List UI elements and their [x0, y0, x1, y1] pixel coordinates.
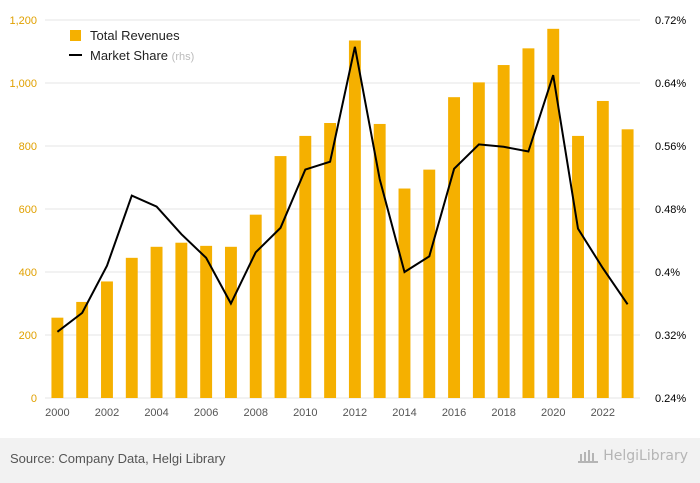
revenue-bar	[274, 156, 287, 398]
market-share-line	[56, 46, 629, 333]
revenue-bar	[348, 40, 361, 398]
y-right-tick-label: 0.32%	[655, 330, 686, 342]
helgi-library-logo[interactable]: HelgiLibrary	[577, 448, 688, 464]
revenue-bar	[373, 123, 386, 398]
y-right-tick-label: 0.4%	[655, 267, 680, 279]
legend-label-market-share: Market Share (rhs)	[90, 48, 194, 63]
source-text: Source: Company Data, Helgi Library	[10, 451, 226, 466]
logo-text: HelgiLibrary	[603, 448, 688, 464]
revenue-bar	[249, 214, 262, 398]
revenue-bar	[497, 65, 510, 399]
y-left-tick-label: 600	[19, 204, 37, 216]
revenue-bar	[51, 317, 64, 398]
y-right-tick-label: 0.24%	[655, 393, 686, 405]
revenue-bar	[175, 242, 188, 398]
y-right-tick-label: 0.48%	[655, 204, 686, 216]
legend-label-revenues: Total Revenues	[90, 28, 180, 43]
x-tick-label: 2018	[491, 407, 515, 419]
revenue-bar	[448, 97, 461, 399]
legend-rhs-suffix: (rhs)	[172, 51, 195, 63]
revenue-bar	[224, 246, 237, 398]
revenue-bar	[572, 135, 584, 399]
revenue-bar	[76, 301, 89, 398]
y-left-tick-label: 0	[31, 393, 37, 405]
x-tick-label: 2004	[144, 407, 168, 419]
x-tick-label: 2016	[442, 407, 466, 419]
y-right-tick-label: 0.56%	[655, 141, 686, 153]
revenue-bar	[125, 257, 138, 398]
y-right-tick-label: 0.64%	[655, 78, 686, 90]
revenue-bar	[596, 100, 609, 398]
x-tick-label: 2014	[392, 407, 416, 419]
x-tick-label: 2002	[95, 407, 119, 419]
revenue-bar	[150, 246, 163, 398]
revenue-bar	[621, 129, 634, 398]
chart-canvas: 0 200 400 600 800 1,000 1,200 0.24% 0.32% 0.4% 0.4…	[9, 15, 686, 419]
y-left-tick-label: 1,000	[9, 78, 37, 90]
revenue-bar	[101, 281, 113, 398]
x-tick-label: 2010	[293, 407, 317, 419]
revenue-bar	[423, 169, 436, 398]
footer-bar	[0, 438, 700, 483]
library-building-icon	[578, 450, 599, 463]
revenue-bar	[472, 82, 485, 399]
revenue-bar	[324, 123, 337, 398]
x-tick-label: 2020	[541, 407, 565, 419]
legend-swatch-revenues	[70, 30, 81, 41]
y-left-tick-label: 200	[19, 330, 37, 342]
y-left-tick-label: 800	[19, 141, 37, 153]
revenue-bar	[398, 188, 411, 398]
x-tick-label: 2006	[194, 407, 218, 419]
revenue-bar	[200, 245, 213, 398]
y-right-tick-label: 0.72%	[655, 15, 686, 27]
revenue-bar	[522, 48, 535, 398]
revenue-bar	[299, 135, 312, 399]
y-left-tick-label: 400	[19, 267, 37, 279]
x-tick-label: 2022	[591, 407, 615, 419]
x-tick-label: 2000	[45, 407, 69, 419]
x-tick-label: 2008	[243, 407, 267, 419]
y-left-tick-label: 1,200	[9, 15, 37, 27]
x-tick-label: 2012	[343, 407, 367, 419]
revenue-bar	[547, 28, 560, 398]
